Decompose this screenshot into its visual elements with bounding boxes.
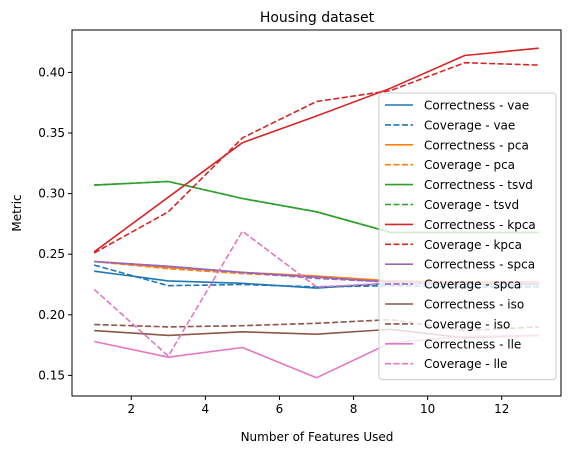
y-tick-label: 0.30 (38, 187, 65, 201)
legend-label: Correctness - vae (424, 99, 529, 113)
x-tick-label: 6 (276, 402, 284, 416)
legend-label: Coverage - vae (424, 118, 515, 132)
x-tick-label: 2 (127, 402, 135, 416)
legend-label: Coverage - spca (424, 278, 521, 292)
legend-label: Correctness - spca (424, 258, 535, 272)
legend-label: Correctness - iso (424, 298, 524, 312)
x-tick-label: 12 (494, 402, 509, 416)
legend-label: Coverage - lle (424, 357, 508, 371)
y-tick-label: 0.40 (38, 65, 65, 79)
legend-label: Correctness - tsvd (424, 178, 533, 192)
x-tick-label: 10 (420, 402, 435, 416)
plot-frame (71, 29, 562, 397)
x-axis-ticks: 2 4 6 8 10 12 (127, 396, 509, 416)
y-tick-label: 0.35 (38, 126, 65, 140)
legend-label: Correctness - kpca (424, 218, 536, 232)
chart-title: Housing dataset (260, 10, 375, 26)
legend: Correctness - vae Coverage - vae Correctne… (378, 92, 557, 381)
legend-label: Coverage - kpca (424, 238, 522, 252)
x-tick-label: 8 (350, 402, 358, 416)
legend-label: Correctness - pca (424, 138, 529, 152)
y-tick-label: 0.25 (38, 247, 65, 261)
legend-label: Coverage - pca (424, 158, 515, 172)
y-axis-ticks: 0.15 0.20 0.25 0.30 0.35 0.40 (38, 65, 72, 382)
series-line-correctness-kpca (93, 47, 539, 253)
y-tick-label: 0.15 (38, 368, 65, 382)
series-line-coverage-kpca (93, 61, 539, 254)
legend-label: Coverage - iso (424, 317, 510, 331)
legend-label: Correctness - lle (424, 337, 521, 351)
y-axis-label: Metric (10, 194, 24, 231)
x-tick-label: 4 (202, 402, 210, 416)
legend-label: Coverage - tsvd (424, 198, 519, 212)
x-axis-label: Number of Features Used (241, 430, 394, 444)
y-tick-label: 0.20 (38, 308, 65, 322)
legend-box (378, 92, 557, 381)
